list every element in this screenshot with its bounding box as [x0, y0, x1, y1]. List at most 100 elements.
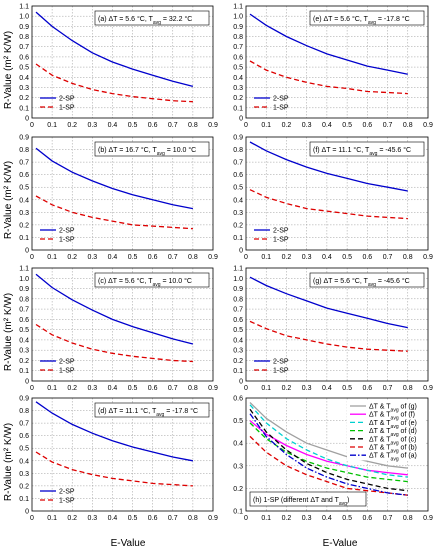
series-line-1-SP	[35, 63, 193, 103]
panel-frame	[245, 136, 429, 251]
y-axis-label-row3: R-Value (m² K/W)	[3, 293, 14, 371]
y-tick-label: 0	[25, 248, 29, 255]
x-tick-label: 0.5	[128, 254, 138, 261]
x-tick-label: 0.9	[208, 122, 218, 129]
panel-frame	[245, 397, 429, 512]
panel-frame	[245, 267, 429, 382]
y-tick-label: 0.3	[233, 210, 243, 217]
y-axis-label-row2: R-Value (m² K/W)	[3, 161, 14, 239]
y-tick-label: 0.2	[19, 483, 29, 490]
x-tick-label: 0.4	[108, 385, 118, 392]
x-tick-label: 0	[244, 385, 248, 392]
x-axis-label-left: E-Value	[111, 538, 146, 549]
y-tick-label: 0.8	[19, 34, 29, 41]
panel-a: 0 0.1 0.2 0.3 0.4 0.5 0.6 0.7 0.8 0.9 0 0.1 0.2 0.3 0.…	[19, 4, 218, 130]
y-tick-label: 0.8	[19, 147, 29, 154]
y-tick-label: 0.1	[19, 235, 29, 242]
y-tick-label: 0.8	[233, 296, 243, 303]
x-axis-label-right: E-Value	[323, 538, 358, 549]
annotation-text: (c) ΔT = 5.6 °C, Tavg = 10.0 °C	[98, 277, 192, 288]
x-tick-label: 0.5	[128, 385, 138, 392]
y-tick-label: 0.9	[19, 135, 29, 142]
y-tick-label: 0.6	[233, 317, 243, 324]
x-tick-label: 0.4	[322, 385, 332, 392]
legend-label: 1-SP	[59, 237, 75, 244]
x-tick-label: 0	[30, 515, 34, 522]
x-tick-label: 0	[244, 515, 248, 522]
y-tick-label: 0.3	[19, 210, 29, 217]
x-tick-label: 0.9	[423, 385, 433, 392]
y-tick-label: 0.9	[19, 396, 29, 403]
y-tick-label: 0.8	[233, 34, 243, 41]
x-tick-label: 0.1	[47, 515, 57, 522]
legend-label: 2-SP	[59, 228, 75, 235]
y-tick-label: 0.5	[233, 65, 243, 72]
x-tick-label: 0.8	[188, 385, 198, 392]
y-tick-label: 0.2	[19, 95, 29, 102]
y-tick-label: 0.5	[19, 65, 29, 72]
y-tick-label: 0.7	[233, 307, 243, 314]
legend-label: 2-SP	[59, 96, 75, 103]
y-tick-label: 0.4	[19, 75, 29, 82]
x-tick-label: 0.7	[383, 515, 393, 522]
panel-d: 0 0.1 0.2 0.3 0.4 0.5 0.6 0.7 0.8 0.9 0 0.1 0.2 0.3 0.…	[19, 396, 218, 523]
series-line-2-SP	[35, 11, 194, 88]
legend-label: 1-SP	[273, 237, 289, 244]
x-tick-label: 0.6	[148, 515, 158, 522]
series-line-1-SP	[249, 189, 408, 220]
legend-label: ΔT & Tavg of (e)	[369, 420, 417, 430]
x-tick-label: 0.9	[423, 122, 433, 129]
y-tick-label: 0.5	[233, 185, 243, 192]
annotation-text: (a) ΔT = 5.6 °C, Tavg = 32.2 °C	[98, 15, 192, 26]
series-line-b	[249, 435, 408, 496]
y-tick-label: 0.3	[233, 463, 243, 470]
y-tick-label: 0.3	[233, 85, 243, 92]
y-tick-label: 0.5	[19, 185, 29, 192]
x-tick-label: 0.8	[403, 515, 413, 522]
y-tick-label: 0.2	[19, 222, 29, 229]
legend-label: ΔT & Tavg of (c)	[369, 436, 417, 446]
x-tick-label: 0.7	[383, 385, 393, 392]
x-tick-label: 0.1	[261, 515, 271, 522]
x-tick-label: 0.8	[403, 385, 413, 392]
series-line-e	[249, 404, 408, 478]
y-tick-label: 0.6	[233, 54, 243, 61]
x-tick-label: 0.3	[87, 122, 97, 129]
x-tick-label: 0.3	[302, 515, 312, 522]
y-tick-label: 0.2	[233, 222, 243, 229]
y-tick-label: 0.9	[233, 135, 243, 142]
y-tick-label: 0.5	[233, 327, 243, 334]
legend-label: 1-SP	[59, 105, 75, 112]
annotation-box	[309, 141, 425, 157]
y-tick-label: 0.4	[19, 458, 29, 465]
legend-label: ΔT & Tavg of (f)	[369, 412, 415, 422]
y-tick-label: 0.3	[233, 348, 243, 355]
y-tick-label: 0.7	[19, 44, 29, 51]
x-tick-label: 0.6	[148, 385, 158, 392]
y-tick-label: 0.7	[233, 44, 243, 51]
y-tick-label: 0.9	[19, 286, 29, 293]
x-tick-label: 0	[244, 122, 248, 129]
annotation-box	[94, 402, 210, 418]
y-tick-label: 0.1	[233, 368, 243, 375]
x-tick-label: 0.8	[403, 122, 413, 129]
x-tick-label: 0.1	[47, 254, 57, 261]
series-line-1-SP	[35, 451, 193, 487]
panel-c: 0 0.1 0.2 0.3 0.4 0.5 0.6 0.7 0.8 0.9 0 0.1 0.2 0.3 0.…	[19, 266, 218, 393]
y-tick-label: 1.1	[19, 266, 29, 273]
y-tick-label: 0.7	[233, 160, 243, 167]
x-tick-label: 0.1	[261, 385, 271, 392]
series-line-2-SP	[249, 13, 408, 75]
series-line-1-SP	[249, 60, 408, 95]
y-tick-label: 0	[239, 379, 243, 386]
legend-label: 2-SP	[273, 359, 289, 366]
x-tick-label: 0.7	[383, 254, 393, 261]
panel-frame	[31, 5, 214, 119]
y-tick-label: 0	[25, 509, 29, 516]
panel-h: 0 0.1 0.2 0.3 0.4 0.5 0.6 0.7 0.8 0.90.10.20.30.4…	[233, 396, 433, 523]
y-tick-label: 0	[25, 116, 29, 123]
y-tick-label: 0.6	[19, 433, 29, 440]
y-tick-label: 1.0	[19, 14, 29, 21]
y-tick-label: 0.7	[19, 160, 29, 167]
legend-label: 2-SP	[273, 96, 289, 103]
